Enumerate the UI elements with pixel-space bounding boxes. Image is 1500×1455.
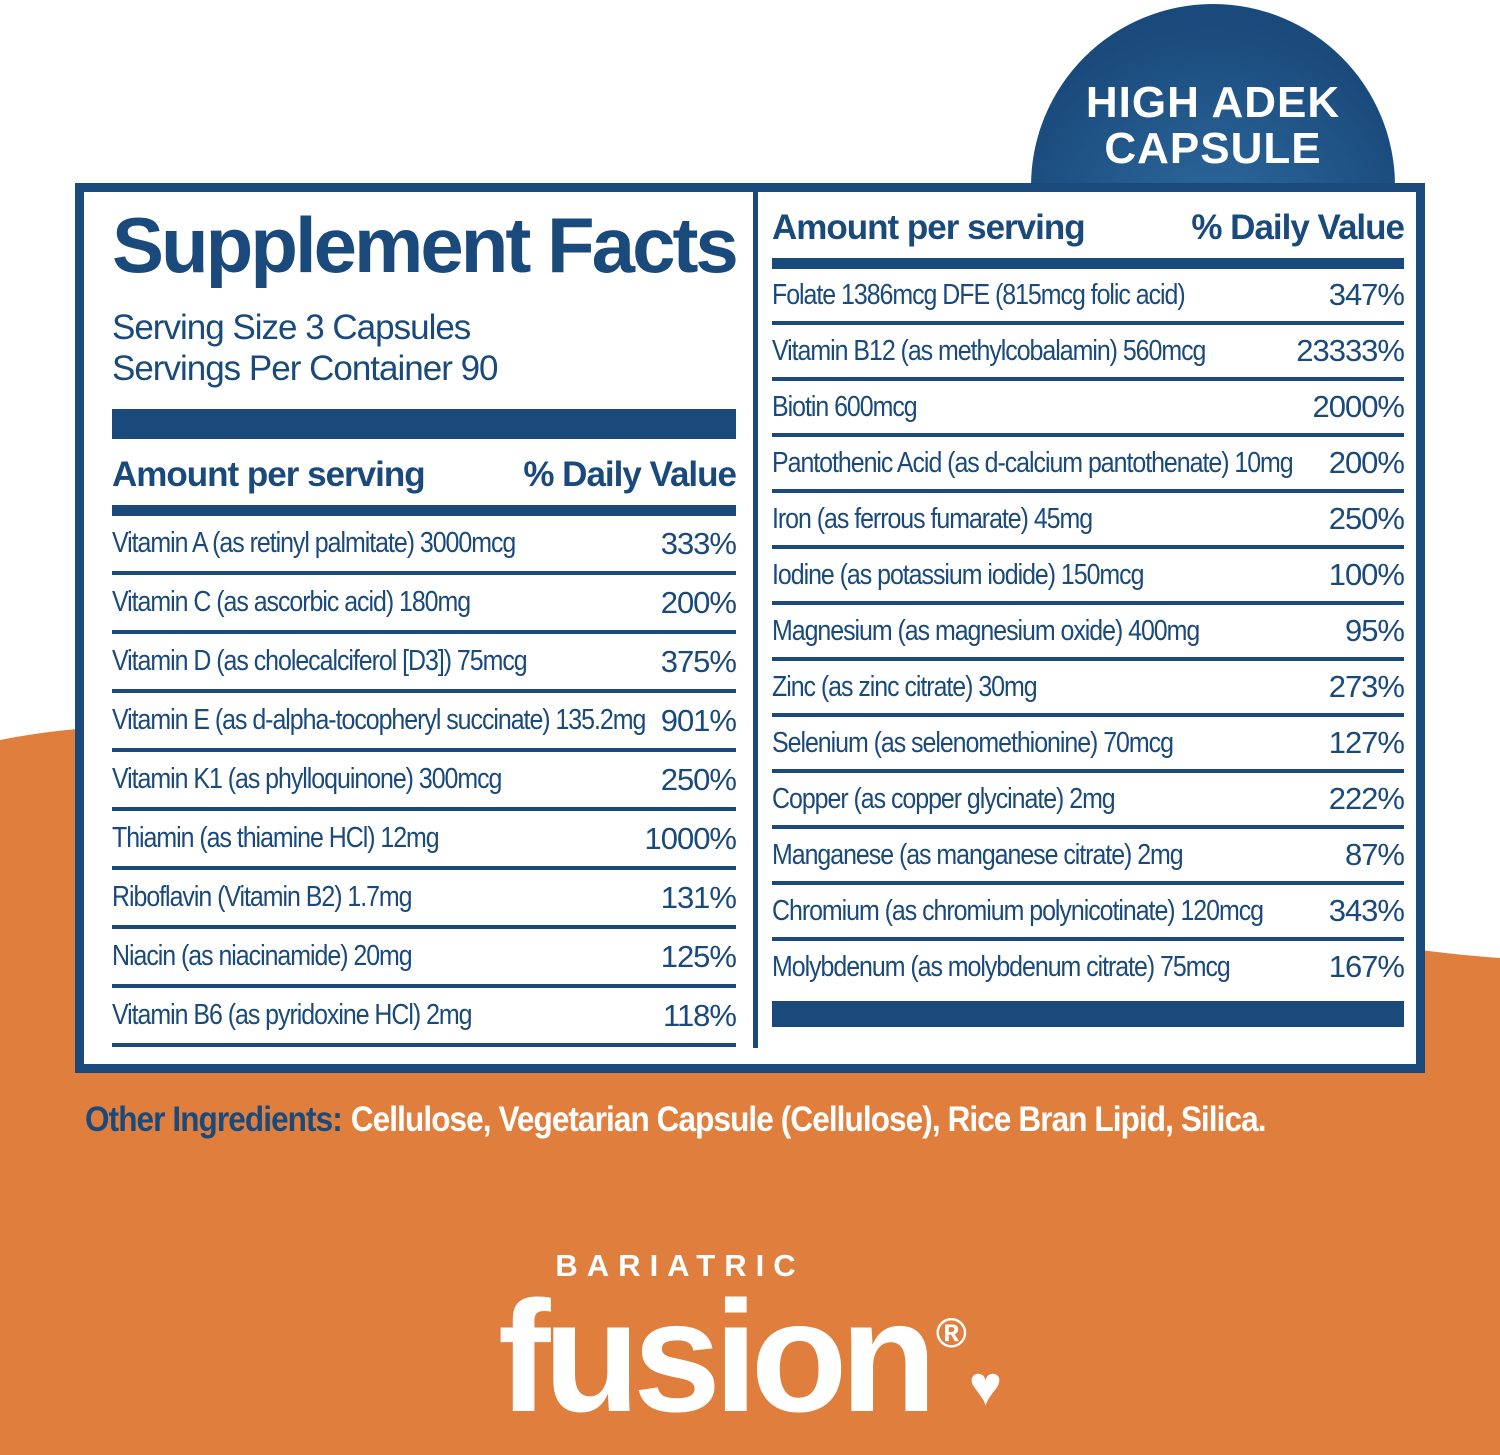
right-table-header: Amount per serving % Daily Value xyxy=(772,208,1405,248)
table-row: Zinc (as zinc citrate) 30mg 273% xyxy=(772,661,1405,717)
nutrient-daily-value: 222% xyxy=(1328,781,1405,816)
nutrient-name: Vitamin D (as cholecalciferol [D3]) 75mc… xyxy=(112,645,528,678)
nutrient-name: Magnesium (as magnesium oxide) 400mg xyxy=(772,614,1200,647)
column-divider xyxy=(753,192,758,1048)
nutrient-daily-value: 2000% xyxy=(1312,389,1405,424)
table-row: Copper (as copper glycinate) 2mg 222% xyxy=(772,773,1405,829)
nutrient-name: Thiamin (as thiamine HCl) 12mg xyxy=(112,822,440,855)
panel-title: Supplement Facts xyxy=(112,201,739,289)
other-ingredients-label: Other Ingredients: xyxy=(85,1100,343,1139)
nutrient-daily-value: 125% xyxy=(660,938,737,974)
registered-trademark-icon: ® xyxy=(935,1309,967,1356)
nutrient-daily-value: 87% xyxy=(1344,837,1405,872)
fusion-text: fusion xyxy=(497,1269,937,1445)
nutrient-daily-value: 273% xyxy=(1328,669,1405,704)
nutrient-daily-value: 250% xyxy=(660,761,737,797)
table-row: Thiamin (as thiamine HCl) 12mg 1000% xyxy=(112,811,737,871)
table-row: Chromium (as chromium polynicotinate) 12… xyxy=(772,885,1405,941)
divider-bar-thick xyxy=(112,409,736,440)
right-nutrient-table: Folate 1386mcg DFE (815mcg folic acid) 3… xyxy=(772,269,1405,993)
table-row: Vitamin D (as cholecalciferol [D3]) 75mc… xyxy=(112,634,737,694)
table-row: Biotin 600mcg 2000% xyxy=(772,381,1405,437)
nutrient-name: Pantothenic Acid (as d-calcium pantothen… xyxy=(772,446,1294,479)
table-row: Selenium (as selenomethionine) 70mcg 127… xyxy=(772,717,1405,773)
header-amount-per-serving: Amount per serving xyxy=(112,455,426,495)
nutrient-daily-value: 118% xyxy=(663,997,737,1033)
badge-line-1: HIGH ADEK xyxy=(1085,78,1341,127)
table-row: Iron (as ferrous fumarate) 45mg 250% xyxy=(772,493,1405,549)
brand-name-bariatric: BARIATRIC xyxy=(555,1248,805,1283)
table-row: Vitamin E (as d-alpha-tocopheryl succina… xyxy=(112,693,737,753)
brand-logo: BARIATRIC fusion ®♥ xyxy=(0,1248,1500,1436)
nutrient-daily-value: 23333% xyxy=(1296,333,1405,368)
table-row: Manganese (as manganese citrate) 2mg 87% xyxy=(772,829,1405,885)
header-daily-value: % Daily Value xyxy=(523,455,737,495)
nutrient-name: Vitamin C (as ascorbic acid) 180mg xyxy=(112,586,471,619)
heart-icon: ♥ xyxy=(968,1354,1003,1417)
table-row: Vitamin C (as ascorbic acid) 180mg 200% xyxy=(112,575,737,635)
nutrient-daily-value: 347% xyxy=(1328,277,1405,312)
serving-size-line: Serving Size 3 Capsules xyxy=(112,308,471,348)
brand-wordmark-fusion: fusion ®♥ xyxy=(0,1278,1500,1436)
nutrient-name: Vitamin K1 (as phylloquinone) 300mcg xyxy=(112,763,502,796)
header-daily-value: % Daily Value xyxy=(1191,208,1405,247)
table-row: Magnesium (as magnesium oxide) 400mg 95% xyxy=(772,605,1405,661)
nutrient-name: Iodine (as potassium iodide) 150mcg xyxy=(772,558,1144,591)
badge-line-2: CAPSULE xyxy=(1104,123,1322,173)
table-row: Vitamin B12 (as methylcobalamin) 560mcg … xyxy=(772,325,1405,381)
divider-bar-thin xyxy=(112,505,736,517)
nutrient-name: Copper (as copper glycinate) 2mg xyxy=(772,782,1116,815)
nutrient-name: Riboflavin (Vitamin B2) 1.7mg xyxy=(112,881,413,914)
table-row: Vitamin A (as retinyl palmitate) 3000mcg… xyxy=(112,516,737,576)
other-ingredients-text: Cellulose, Vegetarian Capsule (Cellulose… xyxy=(350,1100,1267,1139)
nutrient-name: Zinc (as zinc citrate) 30mg xyxy=(772,670,1038,703)
nutrient-name: Vitamin B12 (as methylcobalamin) 560mcg xyxy=(772,334,1206,367)
nutrient-name: Manganese (as manganese citrate) 2mg xyxy=(772,838,1184,871)
right-column: Amount per serving % Daily Value Folate … xyxy=(772,192,1405,1027)
other-ingredients: Other Ingredients: Cellulose, Vegetarian … xyxy=(85,1100,1266,1140)
nutrient-name: Vitamin B6 (as pyridoxine HCl) 2mg xyxy=(112,999,473,1032)
nutrient-daily-value: 127% xyxy=(1328,725,1405,760)
table-row: Folate 1386mcg DFE (815mcg folic acid) 3… xyxy=(772,269,1405,325)
nutrient-name: Niacin (as niacinamide) 20mg xyxy=(112,940,413,973)
nutrient-name: Folate 1386mcg DFE (815mcg folic acid) xyxy=(772,278,1186,311)
header-amount-per-serving: Amount per serving xyxy=(772,208,1086,247)
table-row: Vitamin B6 (as pyridoxine HCl) 2mg 118% xyxy=(112,988,737,1048)
servings-per-container-line: Servings Per Container 90 xyxy=(112,348,499,388)
table-row: Vitamin K1 (as phylloquinone) 300mcg 250… xyxy=(112,752,737,812)
left-column: Supplement Facts Serving Size 3 Capsules… xyxy=(112,192,739,1048)
nutrient-daily-value: 200% xyxy=(1328,445,1405,480)
table-row: Pantothenic Acid (as d-calcium pantothen… xyxy=(772,437,1405,493)
nutrient-daily-value: 375% xyxy=(660,643,737,679)
left-nutrient-table: Vitamin A (as retinyl palmitate) 3000mcg… xyxy=(112,516,737,1048)
divider-bar-thin xyxy=(772,258,1404,269)
table-row: Iodine (as potassium iodide) 150mcg 100% xyxy=(772,549,1405,605)
nutrient-daily-value: 333% xyxy=(660,525,737,561)
serving-info: Serving Size 3 Capsules Servings Per Con… xyxy=(112,308,736,389)
divider-bar-close xyxy=(772,1001,1404,1027)
table-row: Riboflavin (Vitamin B2) 1.7mg 131% xyxy=(112,870,737,930)
left-table-header: Amount per serving % Daily Value xyxy=(112,455,737,495)
nutrient-daily-value: 343% xyxy=(1328,893,1405,928)
nutrient-daily-value: 1000% xyxy=(644,820,737,856)
nutrient-daily-value: 167% xyxy=(1328,949,1405,984)
nutrient-daily-value: 200% xyxy=(660,584,737,620)
nutrient-name: Biotin 600mcg xyxy=(772,390,918,423)
nutrient-name: Molybdenum (as molybdenum citrate) 75mcg xyxy=(772,950,1231,983)
nutrient-name: Selenium (as selenomethionine) 70mcg xyxy=(772,726,1174,759)
table-row: Niacin (as niacinamide) 20mg 125% xyxy=(112,929,737,989)
nutrient-name: Chromium (as chromium polynicotinate) 12… xyxy=(772,894,1264,927)
table-row: Molybdenum (as molybdenum citrate) 75mcg… xyxy=(772,941,1405,993)
nutrient-daily-value: 95% xyxy=(1344,613,1405,648)
nutrient-daily-value: 250% xyxy=(1328,501,1405,536)
nutrient-daily-value: 100% xyxy=(1328,557,1405,592)
nutrient-daily-value: 901% xyxy=(660,702,737,738)
nutrient-name: Vitamin A (as retinyl palmitate) 3000mcg xyxy=(112,527,516,560)
supplement-facts-panel: Supplement Facts Serving Size 3 Capsules… xyxy=(75,183,1425,1073)
nutrient-name: Vitamin E (as d-alpha-tocopheryl succina… xyxy=(112,704,646,737)
nutrient-name: Iron (as ferrous fumarate) 45mg xyxy=(772,502,1093,535)
nutrient-daily-value: 131% xyxy=(660,879,737,915)
